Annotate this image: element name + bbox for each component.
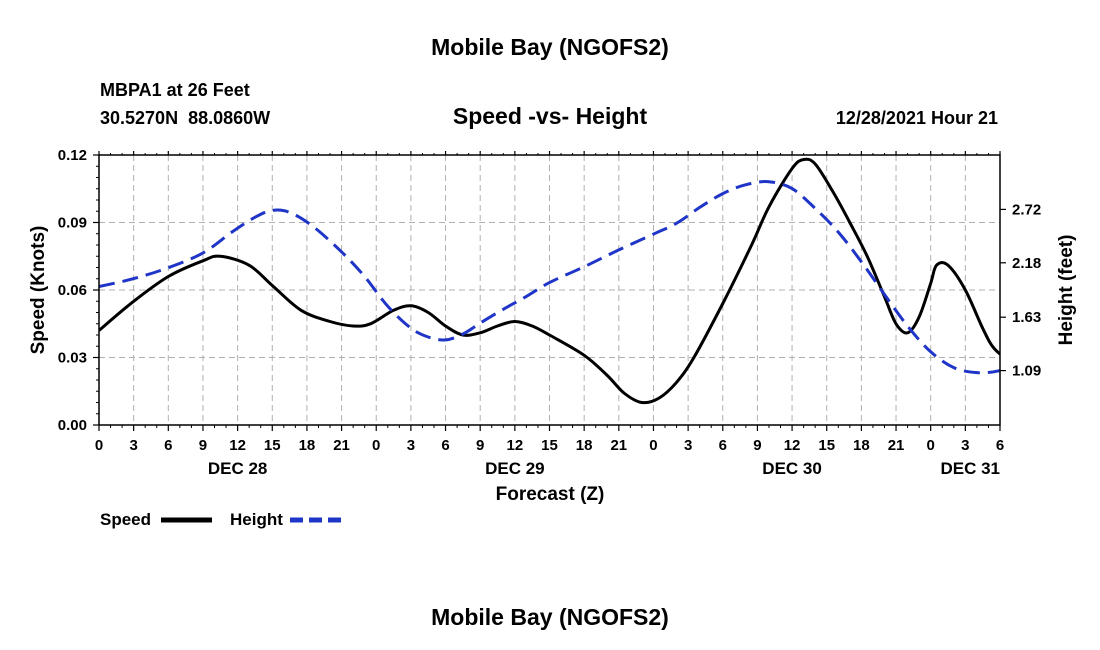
x-axis-title: Forecast (Z) [496, 484, 605, 505]
x-tick-label: 0 [372, 437, 380, 454]
series-layer [99, 157, 1000, 405]
timestamp-label: 12/28/2021 Hour 21 [836, 108, 998, 128]
x-tick-label: 15 [818, 437, 835, 454]
x-tick-label: 18 [299, 437, 316, 454]
x-tick-label: 21 [610, 437, 627, 454]
coordinates-label: 30.5270N 88.0860W [100, 108, 270, 128]
x-tick-label: 21 [888, 437, 905, 454]
x-tick-label: 12 [229, 437, 246, 454]
y-left-axis-title: Speed (Knots) [28, 226, 49, 355]
x-tick-label: 21 [333, 437, 350, 454]
x-day-label: DEC 30 [762, 459, 822, 478]
y-right-tick-label: 1.63 [1012, 309, 1041, 326]
grid-lines [99, 154, 1000, 425]
y-left-tick-label: 0.09 [58, 215, 87, 232]
x-tick-label: 3 [129, 437, 137, 454]
x-day-label: DEC 29 [485, 459, 545, 478]
x-tick-label: 0 [927, 437, 935, 454]
y-right-tick-label: 1.09 [1012, 363, 1041, 380]
y-right-axis-title: Height (feet) [1056, 235, 1077, 346]
x-tick-label: 9 [753, 437, 761, 454]
x-tick-label: 6 [441, 437, 449, 454]
series-speed-line [99, 157, 1000, 405]
x-tick-label: 6 [719, 437, 727, 454]
bottom-title: Mobile Bay (NGOFS2) [431, 604, 669, 630]
legend-height-label: Height [230, 510, 283, 529]
legend-speed-label: Speed [100, 510, 151, 529]
x-tick-label: 15 [541, 437, 558, 454]
y-left-tick-label: 0.06 [58, 282, 87, 299]
x-day-label: DEC 31 [940, 459, 1000, 478]
y-right-tick-label: 2.18 [1012, 255, 1041, 272]
x-day-label: DEC 28 [208, 459, 268, 478]
chart-title: Speed -vs- Height [453, 103, 648, 129]
axes-layer: 0 3 6 9 12 15 18 21 0 3 6 9 12 15 18 21 0 3 6 9 12 15 18 21 0 3 6 D… [58, 147, 1041, 478]
x-tick-label: 6 [996, 437, 1004, 454]
x-tick-label: 18 [576, 437, 593, 454]
top-title: Mobile Bay (NGOFS2) [431, 34, 669, 60]
x-tick-label: 3 [961, 437, 969, 454]
x-tick-label: 9 [476, 437, 484, 454]
x-tick-label: 0 [95, 437, 103, 454]
x-tick-label: 6 [164, 437, 172, 454]
legend: Speed Height [100, 510, 341, 529]
x-tick-label: 0 [649, 437, 657, 454]
x-tick-label: 3 [684, 437, 692, 454]
x-tick-label: 9 [199, 437, 207, 454]
x-tick-label: 12 [784, 437, 801, 454]
y-left-tick-label: 0.12 [58, 147, 87, 164]
x-tick-label: 18 [853, 437, 870, 454]
series-height-line [99, 180, 1000, 375]
y-left-tick-label: 0.00 [58, 417, 87, 434]
x-tick-label: 3 [407, 437, 415, 454]
y-right-tick-label: 2.72 [1012, 201, 1041, 218]
x-tick-label: 12 [507, 437, 524, 454]
x-tick-label: 15 [264, 437, 281, 454]
y-left-tick-label: 0.03 [58, 350, 87, 367]
station-label: MBPA1 at 26 Feet [100, 80, 250, 100]
